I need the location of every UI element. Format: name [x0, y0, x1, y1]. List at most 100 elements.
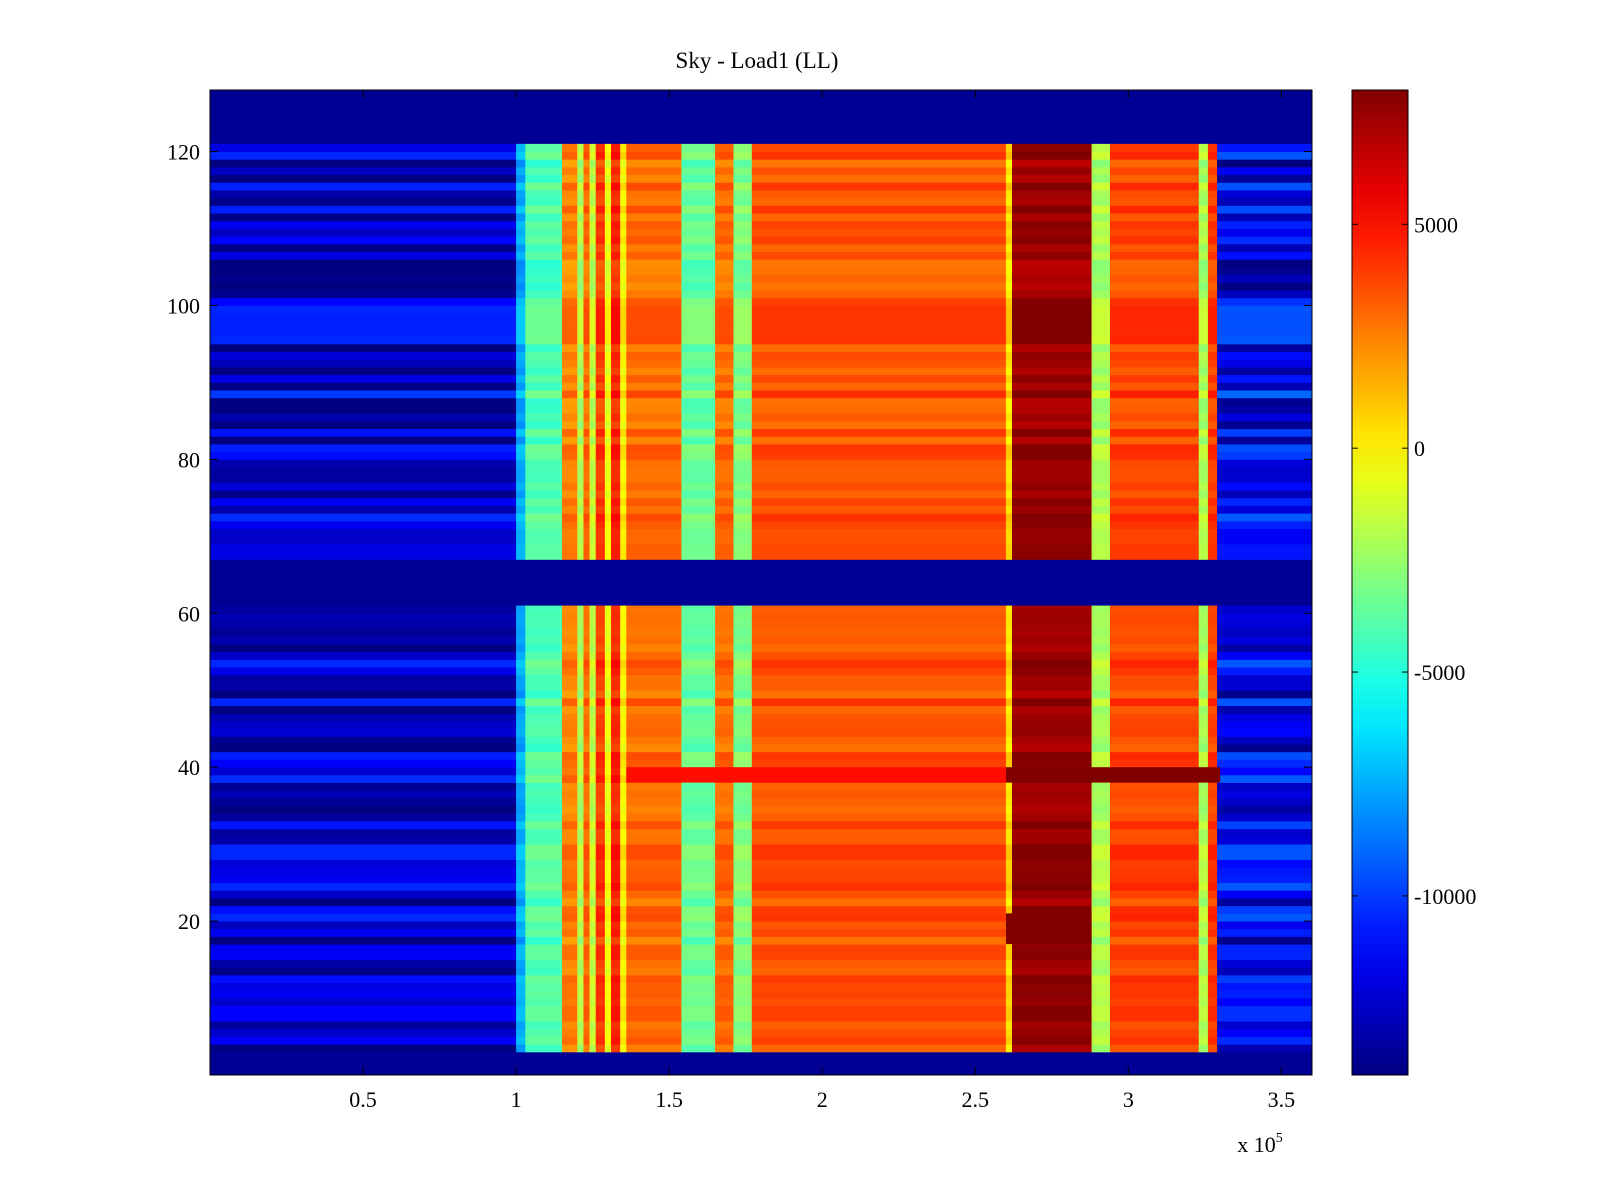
heatmap-cell — [525, 813, 563, 822]
heatmap-cell — [589, 220, 597, 229]
heatmap-cell — [715, 536, 735, 545]
heatmap-cell — [1012, 613, 1093, 622]
heatmap-cell — [1012, 1021, 1093, 1030]
heatmap-cell — [1217, 328, 1312, 337]
heatmap-cell — [577, 605, 585, 614]
heatmap-cell — [577, 305, 585, 314]
heatmap-cell — [681, 844, 716, 853]
heatmap-cell — [210, 690, 517, 699]
heatmap-cell — [620, 990, 627, 999]
heatmap-cell — [1198, 659, 1209, 668]
heatmap-cell — [733, 682, 753, 691]
heatmap-cell — [1005, 974, 1013, 984]
heatmap-cell — [611, 928, 621, 937]
heatmap-cell — [620, 836, 627, 845]
heatmap-cell — [611, 774, 621, 783]
heatmap-cell — [562, 751, 578, 760]
heatmap-cell — [715, 790, 735, 799]
heatmap-cell — [589, 336, 597, 345]
heatmap-cell — [1109, 459, 1200, 468]
heatmap-cell — [751, 613, 1007, 622]
heatmap-cell — [681, 536, 716, 545]
heatmap-cell — [715, 913, 735, 922]
heatmap-cell — [1207, 313, 1218, 322]
heatmap-cell — [595, 1044, 606, 1053]
heatmap-cell — [583, 251, 591, 260]
heatmap-cell — [1207, 382, 1218, 391]
heatmap-cell — [1207, 282, 1218, 291]
heatmap-cell — [626, 190, 683, 199]
heatmap-cell — [562, 290, 578, 299]
heatmap-cell — [715, 505, 735, 514]
heatmap-cell — [1198, 951, 1209, 960]
heatmap-cell — [733, 990, 753, 999]
heatmap-cell — [1091, 159, 1111, 168]
heatmap-cell — [751, 243, 1007, 253]
heatmap-cell — [1109, 905, 1200, 914]
heatmap-cell — [210, 259, 517, 268]
heatmap-cell — [595, 998, 606, 1007]
heatmap-cell — [516, 705, 526, 714]
heatmap-cell — [525, 851, 563, 860]
heatmap-cell — [620, 790, 627, 799]
heatmap-cell — [611, 998, 621, 1007]
heatmap-cell — [525, 274, 563, 283]
heatmap-cell — [733, 1028, 753, 1037]
heatmap-cell — [1012, 690, 1093, 699]
heatmap-cell — [595, 905, 606, 914]
heatmap-cell — [715, 143, 735, 152]
heatmap-cell — [589, 974, 597, 984]
heatmap-cell — [577, 266, 585, 276]
heatmap-cell — [210, 620, 517, 630]
heatmap-cell — [751, 998, 1007, 1007]
heatmap-cell — [681, 367, 716, 376]
heatmap-cell — [751, 536, 1007, 545]
heatmap-cell — [516, 1044, 526, 1053]
heatmap-cell — [1198, 528, 1209, 537]
heatmap-cell — [589, 990, 597, 999]
heatmap-cell — [1012, 644, 1093, 653]
heatmap-cell — [715, 220, 735, 229]
heatmap-cell — [1091, 759, 1111, 768]
heatmap-cell — [1207, 305, 1218, 314]
heatmap-cell — [1207, 990, 1218, 999]
heatmap-cell — [1109, 744, 1200, 753]
heatmap-cell — [681, 459, 716, 468]
heatmap-cell — [562, 367, 578, 376]
heatmap-cell — [589, 728, 597, 737]
heatmap-cell — [620, 459, 627, 468]
heatmap-cell — [562, 205, 578, 214]
heatmap-cell — [1217, 490, 1312, 499]
heatmap-cell — [681, 882, 716, 891]
heatmap-cell — [595, 674, 606, 683]
heatmap-cell — [1091, 374, 1111, 383]
heatmap-cell — [751, 259, 1007, 268]
heatmap-cell — [1217, 636, 1312, 645]
heatmap-cell — [626, 251, 683, 260]
heatmap-cell — [715, 382, 735, 391]
heatmap-cell — [1207, 1013, 1218, 1022]
heatmap-cell — [1109, 944, 1200, 953]
heatmap-cell — [604, 620, 612, 630]
heatmap-cell — [1091, 420, 1111, 429]
heatmap-cell — [516, 898, 526, 907]
heatmap-cell — [611, 913, 621, 922]
heatmap-cell — [626, 497, 683, 506]
heatmap-cell — [1012, 220, 1093, 229]
heatmap-cell — [577, 1028, 585, 1037]
heatmap-cell — [589, 174, 597, 183]
heatmap-cell — [626, 428, 683, 437]
heatmap-cell — [583, 351, 591, 360]
heatmap-cell — [595, 374, 606, 383]
heatmap-cell — [1198, 328, 1209, 337]
heatmap-cell — [1217, 413, 1312, 422]
heatmap-cell — [210, 821, 517, 830]
heatmap-cell — [604, 505, 612, 514]
heatmap-cell — [626, 851, 683, 860]
heatmap-cell — [583, 197, 591, 206]
heatmap-cell — [595, 851, 606, 860]
colorbar-tick-label: 0 — [1414, 436, 1425, 461]
heatmap-cell — [626, 482, 683, 491]
heatmap-cell — [583, 705, 591, 714]
heatmap-cell — [577, 182, 585, 191]
